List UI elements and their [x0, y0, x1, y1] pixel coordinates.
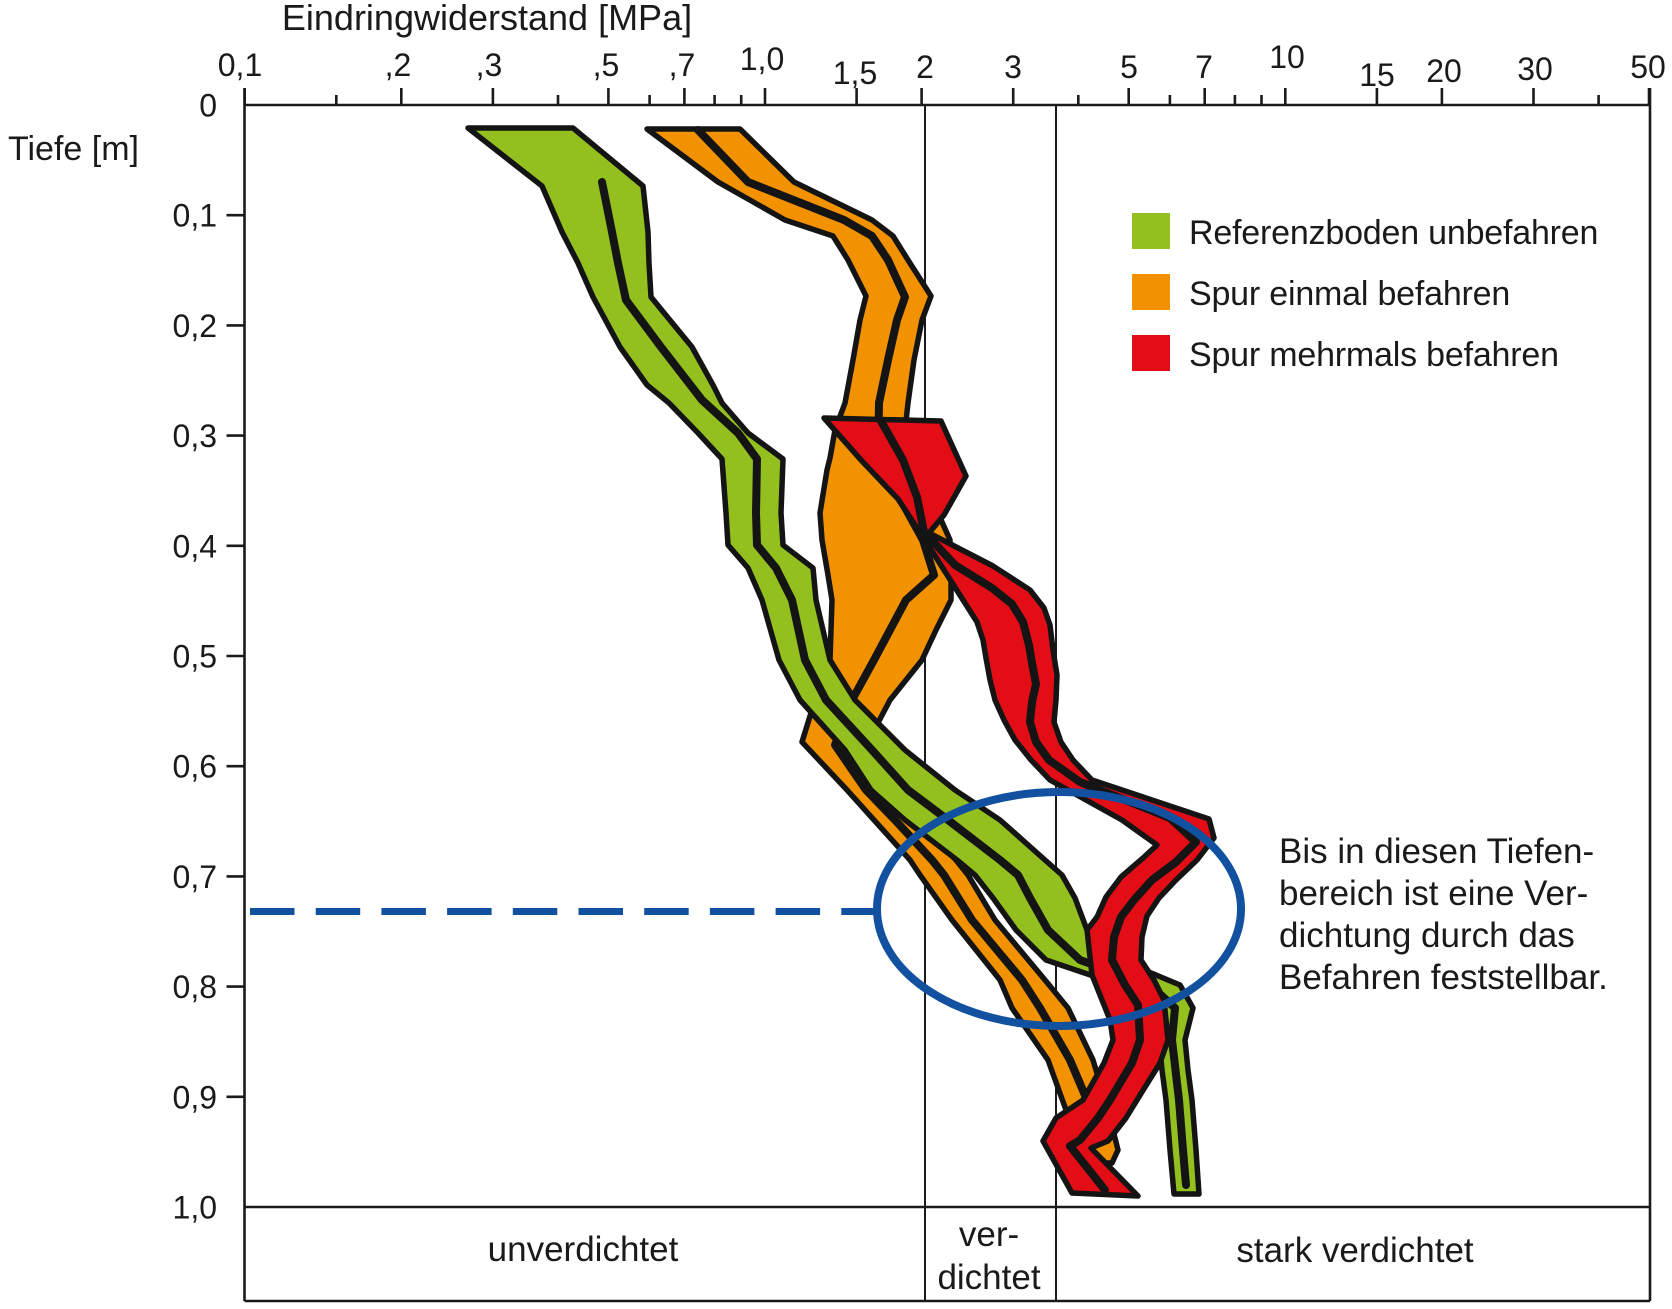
svg-text:0,9: 0,9 [173, 1079, 217, 1115]
svg-text:,5: ,5 [593, 47, 620, 83]
svg-text:0,8: 0,8 [173, 969, 217, 1005]
svg-text:50: 50 [1630, 49, 1666, 85]
svg-text:0,2: 0,2 [173, 308, 217, 344]
svg-text:20: 20 [1426, 53, 1462, 89]
svg-text:0,5: 0,5 [173, 639, 217, 675]
svg-text:unverdichtet: unverdichtet [488, 1230, 679, 1269]
svg-text:0,3: 0,3 [173, 418, 217, 454]
svg-text:stark verdichtet: stark verdichtet [1236, 1231, 1474, 1270]
svg-text:dichtung durch das: dichtung durch das [1279, 916, 1575, 955]
svg-text:0,6: 0,6 [173, 749, 217, 785]
svg-text:0,4: 0,4 [173, 528, 217, 564]
svg-text:Befahren feststellbar.: Befahren feststellbar. [1279, 958, 1608, 997]
svg-text:Referenzboden unbefahren: Referenzboden unbefahren [1189, 214, 1598, 252]
svg-text:2: 2 [916, 49, 934, 85]
svg-text:0: 0 [199, 88, 217, 124]
svg-text:7: 7 [1195, 49, 1213, 85]
svg-text:30: 30 [1517, 51, 1553, 87]
svg-text:dichtet: dichtet [937, 1258, 1040, 1297]
svg-text:Bis in diesen Tiefen-: Bis in diesen Tiefen- [1279, 832, 1594, 871]
svg-text:1,5: 1,5 [833, 55, 877, 91]
svg-text:Spur mehrmals befahren: Spur mehrmals befahren [1189, 336, 1559, 374]
svg-text:1,0: 1,0 [740, 41, 784, 77]
svg-text:,2: ,2 [385, 47, 412, 83]
svg-text:0,1: 0,1 [218, 47, 262, 83]
svg-text:,3: ,3 [476, 47, 503, 83]
svg-text:,7: ,7 [669, 47, 696, 83]
svg-text:10: 10 [1269, 39, 1305, 75]
svg-text:3: 3 [1004, 49, 1022, 85]
svg-text:0,7: 0,7 [173, 859, 217, 895]
svg-text:1,0: 1,0 [173, 1190, 217, 1226]
svg-text:bereich ist eine Ver-: bereich ist eine Ver- [1279, 874, 1588, 913]
svg-text:0,1: 0,1 [173, 198, 217, 234]
svg-text:ver-: ver- [959, 1215, 1019, 1254]
svg-text:Tiefe [m]: Tiefe [m] [8, 130, 139, 168]
svg-text:Eindringwiderstand [MPa]: Eindringwiderstand [MPa] [282, 0, 692, 38]
svg-text:5: 5 [1120, 49, 1138, 85]
svg-text:Spur einmal befahren: Spur einmal befahren [1189, 275, 1510, 313]
svg-text:15: 15 [1359, 57, 1395, 93]
